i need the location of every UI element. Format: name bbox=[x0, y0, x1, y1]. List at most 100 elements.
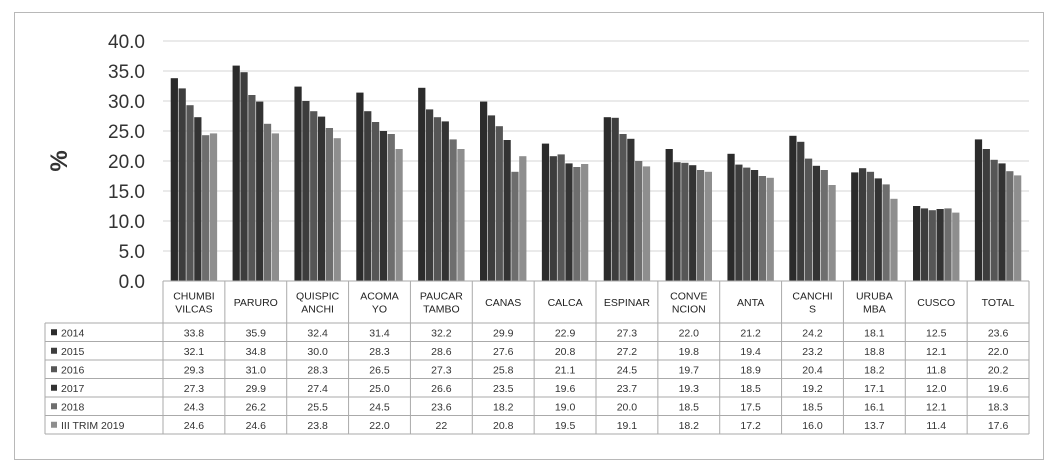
bar bbox=[202, 135, 210, 281]
bar bbox=[294, 86, 302, 281]
data-value-label: 23.8 bbox=[307, 420, 328, 432]
data-value-label: 19.6 bbox=[555, 383, 576, 395]
bar bbox=[581, 164, 589, 281]
bar bbox=[673, 162, 681, 281]
y-tick-label: 30.0 bbox=[108, 92, 145, 113]
category-label: CUSCO bbox=[917, 297, 955, 309]
bar bbox=[990, 159, 998, 281]
category-label: CHUMBI bbox=[173, 291, 214, 303]
bar bbox=[356, 92, 364, 281]
category-label: CALCA bbox=[548, 297, 583, 309]
bar bbox=[495, 126, 503, 281]
bar bbox=[387, 134, 395, 281]
bar bbox=[457, 149, 465, 281]
legend-label: III TRIM 2019 bbox=[61, 420, 125, 432]
data-value-label: 23.6 bbox=[431, 401, 452, 413]
bar bbox=[418, 87, 426, 281]
bar bbox=[681, 162, 689, 281]
data-value-label: 21.1 bbox=[555, 364, 576, 376]
data-value-label: 13.7 bbox=[864, 420, 885, 432]
data-value-label: 29.9 bbox=[246, 383, 267, 395]
bar bbox=[882, 184, 890, 281]
category-label: MBA bbox=[863, 304, 886, 316]
bar bbox=[263, 123, 272, 281]
bar bbox=[828, 185, 836, 281]
y-tick-label: 10.0 bbox=[108, 212, 145, 233]
data-value-label: 18.2 bbox=[864, 364, 885, 376]
bar bbox=[425, 109, 434, 282]
bar bbox=[928, 210, 936, 281]
bar bbox=[310, 111, 318, 281]
bar bbox=[565, 163, 573, 281]
data-value-label: 26.2 bbox=[246, 401, 267, 413]
category-label: S bbox=[809, 304, 816, 316]
y-tick-label: 25.0 bbox=[108, 122, 145, 143]
bar bbox=[890, 198, 898, 281]
y-tick-label: 35.0 bbox=[108, 62, 145, 83]
bar bbox=[441, 121, 449, 282]
bar bbox=[433, 117, 442, 281]
data-value-label: 12.0 bbox=[926, 383, 947, 395]
data-value-label: 22.0 bbox=[679, 327, 700, 339]
legend-swatch bbox=[51, 403, 57, 410]
bar bbox=[364, 111, 372, 281]
bar bbox=[240, 72, 248, 281]
data-value-label: 23.7 bbox=[617, 383, 638, 395]
data-value-label: 24.2 bbox=[802, 327, 823, 339]
data-value-label: 19.3 bbox=[679, 383, 700, 395]
bar bbox=[1006, 171, 1014, 281]
data-value-label: 32.1 bbox=[184, 346, 205, 358]
bar bbox=[944, 208, 952, 281]
data-value-label: 28.6 bbox=[431, 346, 452, 358]
bar bbox=[627, 138, 635, 281]
bar bbox=[642, 166, 651, 281]
data-value-label: 19.7 bbox=[679, 364, 700, 376]
category-label: YO bbox=[372, 304, 387, 316]
data-value-label: 24.6 bbox=[184, 420, 205, 432]
data-value-label: 11.8 bbox=[926, 364, 946, 376]
bar bbox=[858, 168, 867, 281]
data-value-label: 29.9 bbox=[493, 327, 514, 339]
bar bbox=[619, 134, 627, 281]
data-value-label: 34.8 bbox=[246, 346, 267, 358]
bar bbox=[804, 158, 813, 281]
bar bbox=[511, 171, 519, 281]
bar bbox=[503, 140, 511, 281]
data-value-label: 17.5 bbox=[740, 401, 761, 413]
data-value-label: 32.2 bbox=[431, 327, 452, 339]
bar bbox=[696, 170, 705, 281]
legend-swatch bbox=[51, 366, 57, 373]
bar bbox=[1014, 175, 1022, 281]
bar bbox=[603, 117, 611, 281]
data-value-label: 21.2 bbox=[740, 327, 761, 339]
data-value-label: 30.0 bbox=[307, 346, 328, 358]
bar bbox=[920, 208, 929, 281]
data-value-label: 18.2 bbox=[493, 401, 514, 413]
data-value-label: 29.3 bbox=[184, 364, 205, 376]
bar bbox=[998, 163, 1006, 281]
bar bbox=[395, 149, 403, 281]
bar bbox=[170, 78, 178, 281]
data-value-label: 26.6 bbox=[431, 383, 452, 395]
category-label: URUBA bbox=[856, 291, 893, 303]
data-value-label: 19.4 bbox=[740, 346, 761, 358]
data-value-label: 31.4 bbox=[369, 327, 390, 339]
data-value-label: 27.3 bbox=[184, 383, 205, 395]
bar bbox=[727, 153, 735, 281]
bar bbox=[665, 149, 673, 281]
data-value-label: 20.8 bbox=[493, 420, 514, 432]
data-value-label: 27.6 bbox=[493, 346, 514, 358]
bar bbox=[820, 170, 828, 281]
category-label: TOTAL bbox=[982, 297, 1015, 309]
category-label: PARURO bbox=[234, 297, 278, 309]
legend-label: 2018 bbox=[61, 401, 85, 413]
data-value-label: 18.3 bbox=[988, 401, 1009, 413]
data-value-label: 19.5 bbox=[555, 420, 576, 432]
data-value-label: 35.9 bbox=[246, 327, 267, 339]
data-value-label: 32.4 bbox=[307, 327, 328, 339]
data-value-label: 18.9 bbox=[740, 364, 761, 376]
bar bbox=[317, 116, 326, 281]
data-value-label: 28.3 bbox=[369, 346, 390, 358]
bar bbox=[766, 177, 774, 281]
bar bbox=[333, 138, 341, 281]
